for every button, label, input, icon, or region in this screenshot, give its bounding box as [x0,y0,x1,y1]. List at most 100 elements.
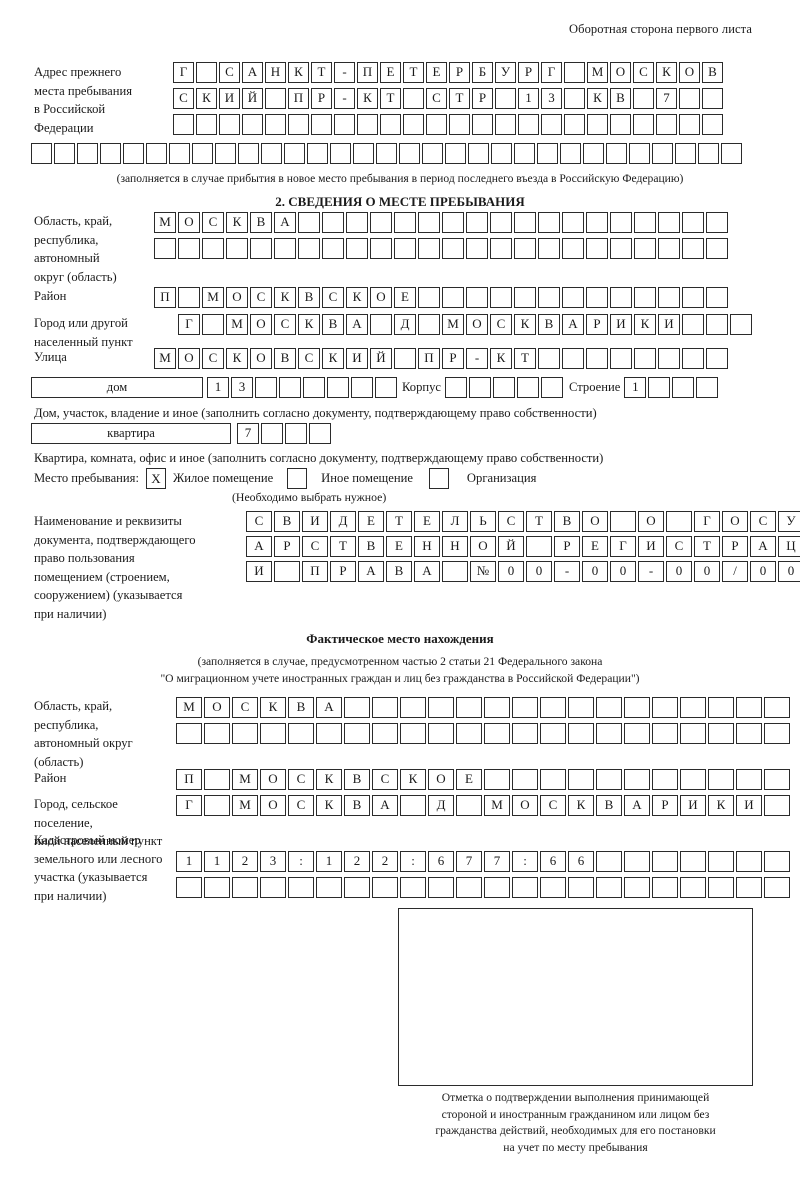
form-cell[interactable] [394,212,416,233]
form-cell[interactable] [658,238,680,259]
form-cell[interactable] [445,143,466,164]
form-cell[interactable]: 0 [750,561,776,582]
form-cell[interactable]: : [512,851,538,872]
form-cell[interactable]: Г [541,62,562,83]
form-cell[interactable] [538,287,560,308]
form-cell[interactable] [469,377,491,398]
form-cell[interactable]: С [633,62,654,83]
form-cell[interactable]: А [246,536,272,557]
form-cell[interactable] [322,238,344,259]
form-cell[interactable] [242,114,263,135]
form-cell[interactable] [652,143,673,164]
form-cell[interactable] [285,423,307,444]
form-cell[interactable]: 0 [582,561,608,582]
form-cell[interactable] [456,723,482,744]
form-cell[interactable]: К [357,88,378,109]
form-cell[interactable]: В [344,769,370,790]
form-cell[interactable] [456,877,482,898]
form-cell[interactable]: Н [414,536,440,557]
form-cell[interactable] [490,287,512,308]
form-cell[interactable]: 3 [231,377,253,398]
form-cell[interactable]: В [596,795,622,816]
form-cell[interactable]: К [708,795,734,816]
form-cell[interactable] [730,314,752,335]
form-cell[interactable] [298,212,320,233]
form-cell[interactable]: 3 [541,88,562,109]
form-cell[interactable] [77,143,98,164]
form-cell[interactable]: Р [274,536,300,557]
form-cell[interactable] [538,238,560,259]
form-cell[interactable] [610,212,632,233]
form-cell[interactable] [327,377,349,398]
form-cell[interactable]: К [196,88,217,109]
form-cell[interactable]: К [316,769,342,790]
form-cell[interactable] [586,238,608,259]
form-cell[interactable]: С [298,348,320,369]
form-cell[interactable]: 2 [232,851,258,872]
form-cell[interactable]: В [250,212,272,233]
form-cell[interactable] [721,143,742,164]
form-cell[interactable]: 1 [624,377,647,398]
form-cell[interactable] [178,287,200,308]
form-cell[interactable] [265,114,286,135]
form-cell[interactable]: М [202,287,224,308]
form-cell[interactable]: 1 [176,851,202,872]
form-cell[interactable] [633,114,654,135]
form-cell[interactable] [624,769,650,790]
form-cell[interactable] [495,88,516,109]
form-cell[interactable]: 6 [568,851,594,872]
form-cell[interactable] [708,769,734,790]
stay-type-checkbox-other[interactable] [287,468,308,489]
form-cell[interactable]: 0 [666,561,692,582]
form-cell[interactable] [376,143,397,164]
form-cell[interactable] [764,877,790,898]
form-cell[interactable]: О [178,348,200,369]
form-cell[interactable] [672,377,695,398]
form-cell[interactable]: К [346,287,368,308]
form-cell[interactable] [518,114,539,135]
form-cell[interactable] [514,287,536,308]
form-cell[interactable] [428,697,454,718]
form-cell[interactable]: С [173,88,194,109]
form-cell[interactable] [346,238,368,259]
cell-row[interactable]: 7 [237,423,331,444]
form-cell[interactable] [538,212,560,233]
form-cell[interactable] [680,697,706,718]
form-cell[interactable]: Ц [778,536,800,557]
form-cell[interactable]: Г [694,511,720,532]
form-cell[interactable]: Е [582,536,608,557]
form-cell[interactable]: Е [394,287,416,308]
form-cell[interactable]: О [638,511,664,532]
form-cell[interactable]: С [666,536,692,557]
form-cell[interactable] [634,238,656,259]
form-cell[interactable] [587,114,608,135]
form-cell[interactable] [562,238,584,259]
form-cell[interactable] [610,511,636,532]
form-cell[interactable] [764,851,790,872]
stay-type-row[interactable]: Место пребывания: X Жилое помещение Иное… [34,468,536,489]
form-cell[interactable] [265,88,286,109]
cell-row[interactable]: СВИДЕТЕЛЬСТВООГОСУД [246,511,800,532]
form-cell[interactable] [652,851,678,872]
form-cell[interactable] [456,697,482,718]
form-cell[interactable] [648,377,671,398]
form-cell[interactable] [202,238,224,259]
form-cell[interactable]: Й [498,536,524,557]
form-cell[interactable]: М [484,795,510,816]
form-cell[interactable] [633,88,654,109]
form-cell[interactable] [146,143,167,164]
form-cell[interactable]: И [658,314,680,335]
form-cell[interactable] [540,877,566,898]
cell-row[interactable] [176,723,790,744]
form-cell[interactable] [658,287,680,308]
form-cell[interactable]: О [250,314,272,335]
form-cell[interactable]: Р [722,536,748,557]
form-cell[interactable] [675,143,696,164]
form-cell[interactable] [652,697,678,718]
form-cell[interactable] [375,377,397,398]
